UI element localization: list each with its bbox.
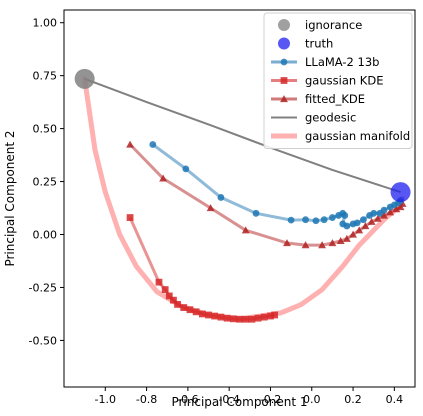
fitted-kde-point-3 — [241, 226, 250, 234]
llama-2-13b-point-8 — [329, 214, 336, 221]
gaussian-kde-point-9 — [198, 310, 206, 318]
y-tick-label-0: -0.50 — [29, 334, 57, 347]
llama-2-13b-point-2 — [217, 194, 225, 201]
fitted-kde-point-14 — [373, 214, 382, 222]
x-tick-label-4: -0.2 — [260, 393, 281, 406]
llama-2-13b-point-1 — [182, 165, 190, 173]
fitted-kde-point-6 — [318, 241, 326, 249]
fitted-kde-point-5 — [301, 241, 310, 249]
gaussian-kde-point-18 — [254, 314, 262, 322]
x-tick-label-3: -0.4 — [218, 393, 239, 406]
geodesic-line — [84, 77, 401, 194]
gaussian-kde-point-5 — [174, 300, 181, 308]
legend-label-llama-2-13b: LLaMA-2 13b — [305, 55, 379, 69]
gaussian-kde-point-8 — [192, 308, 200, 316]
legend-handle-ignorance — [278, 19, 290, 31]
x-tick-label-1: -0.8 — [136, 393, 157, 406]
gaussian-kde-point-2 — [161, 286, 169, 293]
y-tick-label-5: 0.75 — [33, 70, 58, 83]
x-axis-label: Principal Component 1 — [171, 395, 307, 409]
ignorance-point-0 — [74, 68, 95, 89]
gaussian-kde-point-14 — [229, 315, 237, 323]
legend-label-gaussian-kde: gaussian KDE — [305, 74, 383, 88]
gaussian-kde-point-21 — [271, 311, 278, 319]
fitted-kde-point-2 — [206, 204, 215, 212]
gaussian-kde-point-20 — [267, 312, 274, 320]
y-tick-label-3: 0.25 — [33, 176, 58, 189]
legend-handle-truth — [278, 37, 290, 50]
gaussian-kde-point-7 — [186, 306, 194, 314]
y-tick-label-1: -0.25 — [29, 281, 57, 294]
llama-2-13b-point-16 — [359, 216, 367, 224]
fitted-kde-point-7 — [328, 239, 337, 247]
llama-2-13b-point-7 — [320, 216, 328, 224]
y-axis-label: Principal Component 2 — [3, 130, 17, 266]
fitted-kde-point-15 — [380, 211, 388, 219]
x-tick-label-6: 0.2 — [344, 393, 362, 406]
truth-point-0 — [390, 182, 411, 203]
x-tick-label-7: 0.4 — [386, 393, 404, 406]
fitted-kde-point-17 — [392, 205, 401, 213]
legend-handle-fitted-kde — [280, 95, 288, 103]
gaussian-kde-point-4 — [170, 296, 177, 304]
legend: ignorance truth LLaMA-2 13b gaussian KDE fit… — [263, 12, 413, 149]
y-tick-label-6: 1.00 — [33, 17, 58, 30]
gaussian-kde-point-1 — [155, 278, 163, 286]
fitted-kde-point-9 — [342, 234, 351, 242]
gaussian-kde-point-19 — [260, 313, 268, 321]
gaussian-kde-point-15 — [236, 315, 243, 323]
fitted-kde-point-13 — [367, 217, 376, 225]
llama-2-13b-point-3 — [252, 209, 260, 217]
gaussian-kde-point-6 — [180, 304, 188, 311]
gaussian-kde-point-0 — [126, 214, 134, 221]
fitted-kde-point-1 — [159, 174, 168, 182]
llama-2-13b-point-18 — [370, 209, 378, 217]
gaussian-kde-point-17 — [248, 315, 256, 323]
gaussian-kde-point-3 — [165, 292, 173, 300]
legend-label-fitted-kde: fitted_KDE — [305, 92, 365, 106]
axis-ticks: -1.0 -0.8 -0.6 -0.4 -0.2 0.0 0.2 0.4 -0.50 -0.25 0… — [29, 17, 404, 406]
legend-handle-llama-2-13b — [280, 58, 288, 66]
llama-2-13b-point-20 — [380, 206, 388, 214]
x-tick-label-2: -0.6 — [177, 393, 198, 406]
legend-label-gaussian-manifold: gaussian manifold — [305, 129, 410, 143]
legend-label-truth: truth — [305, 37, 333, 51]
llama-2-13b-point-6 — [312, 217, 320, 225]
legend-box — [263, 12, 413, 149]
gaussian-kde-point-13 — [223, 314, 231, 322]
gaussian-kde-point-12 — [217, 313, 225, 321]
plot-frame — [63, 9, 416, 388]
gaussian-kde-point-11 — [211, 312, 219, 320]
llama-2-13b-point-5 — [302, 216, 309, 224]
gaussian-kde-point-16 — [242, 315, 250, 323]
llama-2-13b-point-13 — [343, 222, 351, 230]
x-tick-label-5: 0.0 — [303, 393, 321, 406]
fitted-kde-point-8 — [336, 236, 345, 244]
legend-handle-gaussian-kde — [280, 77, 288, 84]
fitted-kde-point-10 — [349, 230, 357, 238]
llama-2-13b-point-11 — [341, 212, 349, 219]
legend-label-ignorance: ignorance — [305, 18, 362, 32]
fitted-kde-point-0 — [126, 140, 134, 148]
llama-2-13b-point-4 — [287, 216, 295, 224]
fitted-kde-point-4 — [283, 239, 291, 247]
y-tick-label-2: 0.00 — [33, 229, 58, 242]
legend-label-geodesic: geodesic — [305, 111, 356, 125]
fitted-kde-point-11 — [355, 226, 364, 234]
fitted-kde-point-12 — [361, 222, 370, 230]
fitted-kde-point-16 — [386, 208, 395, 216]
x-tick-label-0: -1.0 — [95, 393, 116, 406]
series-group — [74, 68, 411, 323]
gaussian-kde-point-10 — [205, 311, 212, 319]
llama-2-13b-point-0 — [149, 141, 157, 148]
llama-2-13b-point-15 — [353, 219, 361, 227]
plot-area — [74, 68, 411, 323]
y-tick-label-4: 0.50 — [33, 123, 58, 136]
